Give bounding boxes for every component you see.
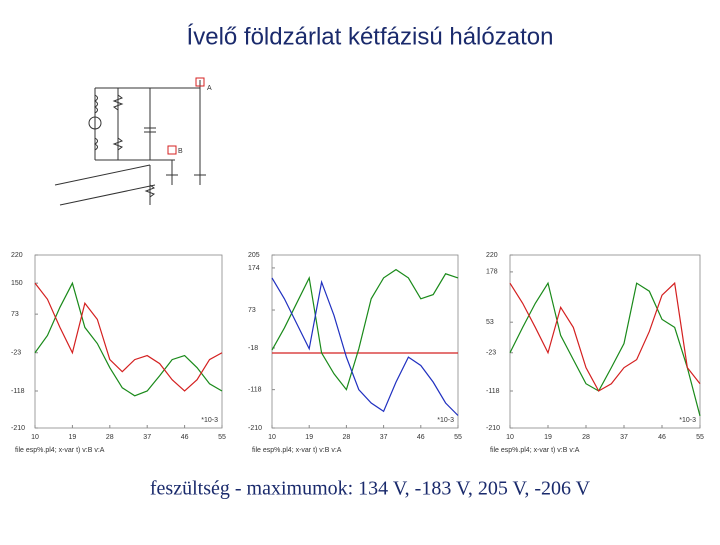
chart-footer: file esp%.pl4; x-var t) v:B v:A [15, 447, 105, 454]
x-tick-label: 28 [582, 434, 590, 441]
x-tick-label: 46 [417, 434, 425, 441]
node-label: B [178, 148, 183, 155]
series-line [34, 282, 223, 392]
x-tick-label: 10 [268, 434, 276, 441]
series-line [271, 277, 459, 416]
x-tick-label: 37 [620, 434, 628, 441]
node-label: A [207, 85, 212, 92]
plot-frame [271, 254, 459, 429]
y-tick-label: -118 [248, 386, 262, 393]
x-tick-label: 37 [380, 434, 388, 441]
y-tick-label: 73 [248, 307, 256, 314]
chart-footer: file esp%.pl4; x-var t) v:B v:A [252, 447, 342, 454]
circuit-diagram [54, 77, 206, 206]
x-tick-label: 10 [31, 434, 39, 441]
y-tick-label: 150 [11, 280, 23, 287]
plot-frame [34, 254, 223, 429]
x-tick-label: 55 [454, 434, 462, 441]
title: Ívelő földzárlat kétfázisú hálózaton [187, 23, 554, 50]
y-tick-label: -210 [11, 425, 25, 432]
x-tick-label: 19 [305, 434, 313, 441]
y-tick-label: 178 [486, 269, 498, 276]
x-tick-label: 10 [506, 434, 514, 441]
y-tick-label: -210 [486, 425, 500, 432]
chart-footer: file esp%.pl4; x-var t) v:B v:A [490, 447, 580, 454]
plot-frame [509, 254, 701, 429]
y-tick-label: 205 [248, 252, 260, 259]
y-tick-label: 220 [486, 252, 498, 259]
y-tick-label: -118 [486, 388, 500, 395]
series-line [34, 281, 223, 397]
x-unit: *10-3 [201, 417, 218, 424]
x-tick-label: 55 [218, 434, 226, 441]
y-tick-label: -118 [11, 388, 25, 395]
x-tick-label: 28 [343, 434, 351, 441]
y-tick-label: -23 [486, 350, 496, 357]
x-unit: *10-3 [437, 417, 454, 424]
caption: feszültség - maximumok: 134 V, -183 V, 2… [150, 478, 591, 500]
series-line [509, 281, 701, 417]
x-unit: *10-3 [679, 417, 696, 424]
x-tick-label: 28 [106, 434, 114, 441]
x-tick-label: 19 [69, 434, 77, 441]
x-tick-label: 19 [544, 434, 552, 441]
x-tick-label: 46 [658, 434, 666, 441]
y-tick-label: -18 [248, 345, 258, 352]
series-line [271, 268, 459, 391]
y-tick-label: -210 [248, 425, 262, 432]
x-tick-label: 37 [143, 434, 151, 441]
x-tick-label: 55 [696, 434, 704, 441]
y-tick-label: 174 [248, 265, 260, 272]
y-tick-label: 73 [11, 311, 19, 318]
y-tick-label: -23 [11, 350, 21, 357]
y-tick-label: 53 [486, 319, 494, 326]
x-tick-label: 46 [181, 434, 189, 441]
y-tick-label: 220 [11, 252, 23, 259]
series-line [509, 281, 701, 392]
